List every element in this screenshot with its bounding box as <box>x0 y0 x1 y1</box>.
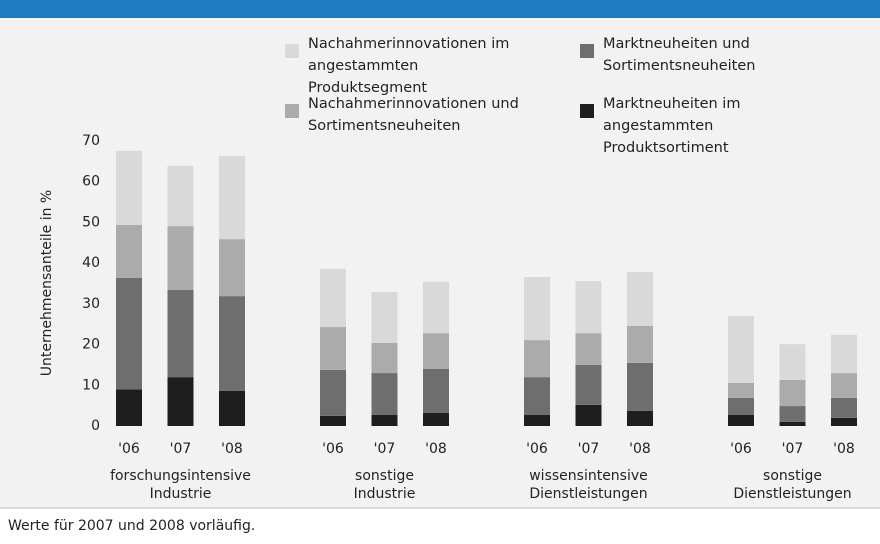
bar-segment <box>167 377 194 426</box>
group-label: Industrie <box>150 486 212 502</box>
bar-segment <box>524 276 550 341</box>
legend-label: Nachahmerinnovationen im angestammten Pr… <box>308 36 510 96</box>
y-tick-label: 60 <box>82 174 100 190</box>
bar-segment <box>167 165 194 227</box>
legend-label: Marktneuheiten und Sortimentsneuheiten <box>603 36 756 74</box>
bar-segment <box>320 369 346 416</box>
x-tick-label: '07 <box>374 441 396 457</box>
group-label: forschungsintensive <box>110 468 251 484</box>
bar-segment <box>575 281 602 334</box>
group-label: Dienstleistungen <box>529 486 647 502</box>
bar-segment <box>219 390 245 426</box>
bar-segment <box>627 272 653 326</box>
bar-segment <box>831 373 857 398</box>
bar-segment <box>423 412 449 426</box>
bar-segment <box>831 417 857 426</box>
bar-segment <box>423 369 449 413</box>
y-tick-label: 40 <box>82 255 100 271</box>
x-tick-label: '08 <box>221 441 243 457</box>
group-label: Industrie <box>354 486 416 502</box>
group-label: sonstige <box>355 468 414 484</box>
x-tick-label: '07 <box>782 441 804 457</box>
bar-segment <box>779 421 806 426</box>
bar-segment <box>371 292 398 343</box>
x-tick-label: '08 <box>629 441 651 457</box>
bar-segment <box>371 342 398 374</box>
x-tick-label: '06 <box>118 441 140 457</box>
bar-segment <box>524 377 550 416</box>
x-tick-label: '07 <box>170 441 192 457</box>
bar-segment <box>524 415 550 426</box>
bar-segment <box>371 373 398 416</box>
footer-bg <box>0 508 880 544</box>
bar-segment <box>423 333 449 369</box>
legend-swatch <box>580 44 594 58</box>
x-tick-label: '07 <box>578 441 600 457</box>
x-tick-label: '06 <box>526 441 548 457</box>
bar-segment <box>371 415 398 426</box>
bar-segment <box>627 410 653 426</box>
bar-segment <box>167 290 194 378</box>
bar-segment <box>219 239 245 297</box>
y-tick-label: 10 <box>82 377 100 393</box>
bar-segment <box>627 362 653 411</box>
x-tick-label: '08 <box>425 441 447 457</box>
bar-segment <box>728 397 754 416</box>
bar-segment <box>627 325 653 363</box>
y-tick-label: 70 <box>82 133 100 149</box>
top-bar <box>0 0 880 18</box>
bar-segment <box>575 404 602 426</box>
x-tick-label: '06 <box>730 441 752 457</box>
bar-segment <box>728 316 754 383</box>
y-tick-label: 50 <box>82 214 100 230</box>
y-tick-label: 30 <box>82 296 100 312</box>
bar-segment <box>320 268 346 328</box>
bar-segment <box>116 389 142 426</box>
y-axis-title: Unternehmensanteile in % <box>39 190 55 376</box>
legend-swatch <box>285 104 299 118</box>
bar-segment <box>116 277 142 390</box>
bar-segment <box>116 150 142 225</box>
bar-segment <box>320 327 346 370</box>
bar-segment <box>219 156 245 240</box>
bar-segment <box>728 382 754 398</box>
x-tick-label: '06 <box>322 441 344 457</box>
legend-label: Marktneuheiten im angestammten Produktso… <box>603 96 741 156</box>
bar-segment <box>320 415 346 426</box>
bar-segment <box>779 344 806 380</box>
bar-segment <box>219 296 245 391</box>
bar-segment <box>167 226 194 291</box>
group-label: Dienstleistungen <box>733 486 851 502</box>
bar-segment <box>575 333 602 365</box>
bar-segment <box>575 364 602 405</box>
y-tick-label: 20 <box>82 337 100 353</box>
bar-segment <box>779 379 806 407</box>
bar-segment <box>116 224 142 278</box>
x-tick-label: '08 <box>833 441 855 457</box>
bar-segment <box>728 415 754 426</box>
note: Werte für 2007 und 2008 vorläufig. <box>8 518 255 534</box>
y-tick-label: 0 <box>91 418 100 434</box>
legend-swatch <box>285 44 299 58</box>
legend-label: Nachahmerinnovationen und Sortimentsneuh… <box>308 96 519 134</box>
bar-segment <box>423 281 449 334</box>
legend-swatch <box>580 104 594 118</box>
bar-segment <box>831 334 857 374</box>
bar-segment <box>831 397 857 418</box>
group-label: wissensintensive <box>529 468 648 484</box>
bar-segment <box>524 340 550 378</box>
group-label: sonstige <box>763 468 822 484</box>
bar-segment <box>779 406 806 422</box>
